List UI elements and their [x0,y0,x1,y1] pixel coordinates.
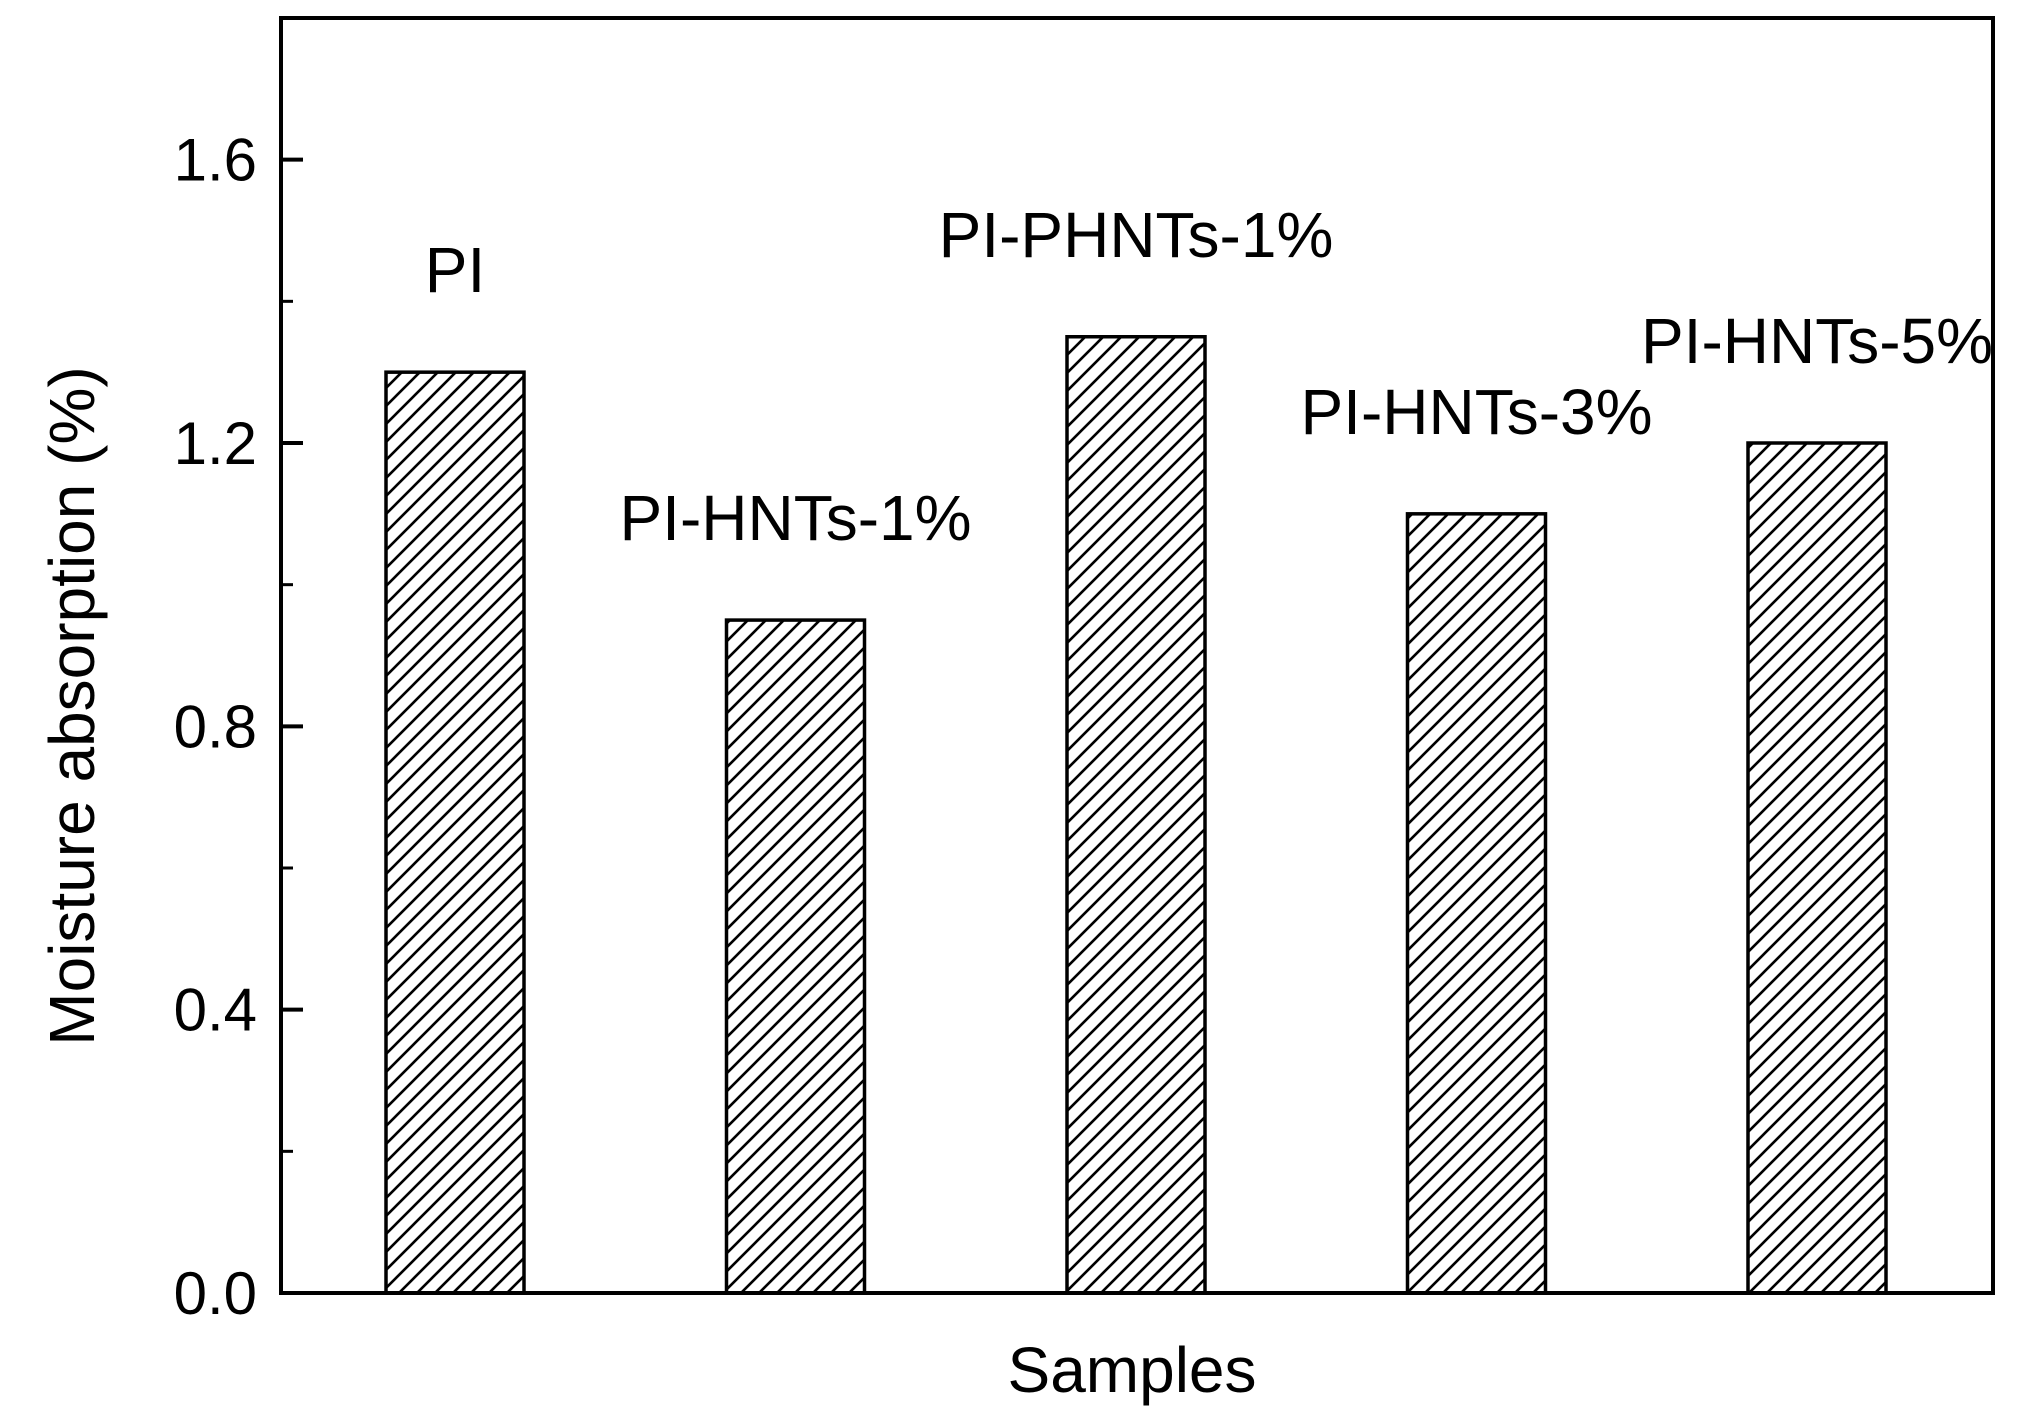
bar [384,370,526,1295]
y-tick-label: 0.4 [174,977,257,1044]
y-axis: 0.0 0.4 0.8 1.2 1.6 [174,127,303,1327]
plot-frame [279,16,1995,1295]
bar [1405,512,1548,1295]
y-tick-label: 1.6 [174,127,257,194]
y-tick-label: 0.0 [174,1260,257,1327]
bars-layer: PI PI-HNTs-1% PI-PHNTs-1% PI-HNTs-3%PI-HNTs… [384,199,1993,1295]
bar [724,618,867,1295]
bar [1065,335,1207,1295]
bar-label: PI-PHNTs-1% [939,199,1334,271]
bar-label: PI-HNTs-5% [1641,305,1993,377]
bar-label: PI [425,234,485,306]
bar [1746,441,1888,1295]
bar-label: PI-HNTs-1% [619,482,971,554]
x-axis-title: Samples [1008,1334,1257,1406]
y-axis-title: Moisture absorption (%) [36,366,108,1045]
y-tick-label: 1.2 [174,410,257,477]
y-tick-label: 0.8 [174,693,257,760]
bar-label: PI-HNTs-3% [1300,376,1652,448]
